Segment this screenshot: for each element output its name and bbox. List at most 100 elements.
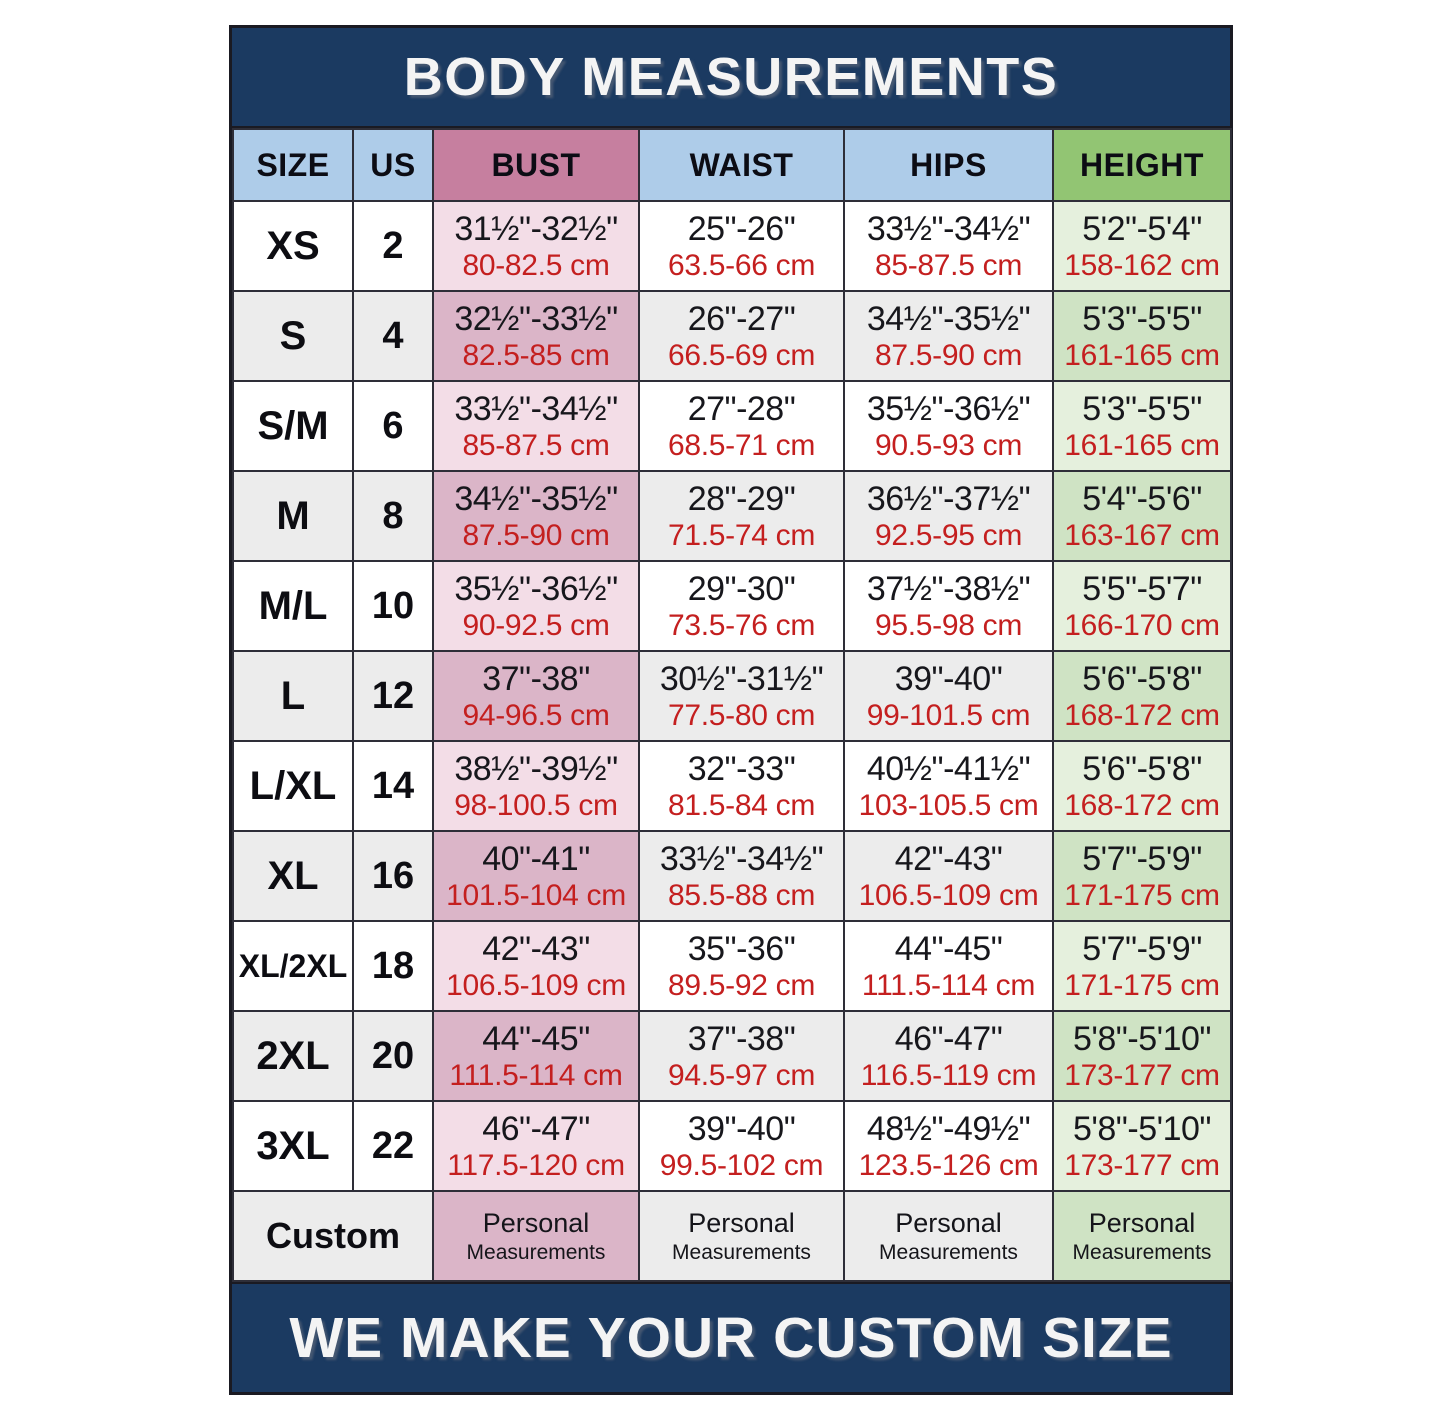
waist-cell: 28"-29" 71.5-74 cm: [638, 470, 845, 562]
height-cm-value: 161-165 cm: [1064, 338, 1220, 372]
hips-cell: 42"-43" 106.5-109 cm: [843, 830, 1054, 922]
waist-cell: 29"-30" 73.5-76 cm: [638, 560, 845, 652]
hips-inches-value: 46"-47": [894, 1019, 1003, 1058]
us-size-cell: 12: [352, 650, 434, 742]
size-cell: M: [232, 470, 354, 562]
size-cell: 2XL: [232, 1010, 354, 1102]
waist-inches-value: 30½"-31½": [659, 659, 824, 698]
waist-cm-value: 81.5-84 cm: [667, 788, 816, 822]
column-header-hips: HIPS: [843, 128, 1054, 202]
bust-cell: 33½"-34½" 85-87.5 cm: [432, 380, 640, 472]
height-inches-value: 5'3"-5'5": [1082, 389, 1202, 428]
bust-inches-value: 35½"-36½": [454, 569, 618, 608]
waist-inches-value: 27"-28": [687, 389, 796, 428]
height-inches-value: 5'2"-5'4": [1082, 209, 1202, 248]
title-bar: BODY MEASUREMENTS: [232, 28, 1230, 128]
height-inches-value: 5'6"-5'8": [1082, 659, 1202, 698]
bust-cm-value: 101.5-104 cm: [446, 878, 626, 912]
bust-inches-value: 44"-45": [482, 1019, 590, 1058]
measurements-table: SIZE US BUST WAIST HIPS HEIGHT XS 2 31½"…: [232, 128, 1232, 1282]
bust-cell: 46"-47" 117.5-120 cm: [432, 1100, 640, 1192]
height-inches-value: 5'6"-5'8": [1082, 749, 1202, 788]
height-cm-value: 173-177 cm: [1064, 1058, 1220, 1092]
bust-cell: 32½"-33½" 82.5-85 cm: [432, 290, 640, 382]
table-row: L 12 37"-38" 94-96.5 cm 30½"-31½" 77.5-8…: [232, 650, 1232, 742]
waist-inches-value: 26"-27": [687, 299, 796, 338]
bust-inches-value: 40"-41": [482, 839, 590, 878]
table-row: S/M 6 33½"-34½" 85-87.5 cm 27"-28" 68.5-…: [232, 380, 1232, 472]
column-header-waist: WAIST: [638, 128, 845, 202]
custom-hips-cell: Personal Measurements: [843, 1190, 1054, 1282]
table-row: XL 16 40"-41" 101.5-104 cm 33½"-34½" 85.…: [232, 830, 1232, 922]
waist-cm-value: 66.5-69 cm: [667, 338, 816, 372]
waist-cm-value: 63.5-66 cm: [667, 248, 816, 282]
height-cm-value: 158-162 cm: [1064, 248, 1220, 282]
us-size-cell: 18: [352, 920, 434, 1012]
custom-height-cell: Personal Measurements: [1052, 1190, 1232, 1282]
us-size-cell: 16: [352, 830, 434, 922]
column-header-bust: BUST: [432, 128, 640, 202]
table-header-row: SIZE US BUST WAIST HIPS HEIGHT: [232, 128, 1232, 202]
size-cell: XS: [232, 200, 354, 292]
hips-cell: 46"-47" 116.5-119 cm: [843, 1010, 1054, 1102]
bust-inches-value: 37"-38": [482, 659, 590, 698]
table-row: XL/2XL 18 42"-43" 106.5-109 cm 35"-36" 8…: [232, 920, 1232, 1012]
size-cell: S/M: [232, 380, 354, 472]
height-cell: 5'6"-5'8" 168-172 cm: [1052, 740, 1232, 832]
hips-cell: 48½"-49½" 123.5-126 cm: [843, 1100, 1054, 1192]
waist-inches-value: 32"-33": [687, 749, 796, 788]
bust-inches-value: 33½"-34½": [454, 389, 618, 428]
custom-waist-cell: Personal Measurements: [638, 1190, 845, 1282]
us-size-cell: 8: [352, 470, 434, 562]
hips-inches-value: 48½"-49½": [866, 1109, 1031, 1148]
table-row: M 8 34½"-35½" 87.5-90 cm 28"-29" 71.5-74…: [232, 470, 1232, 562]
height-inches-value: 5'8"-5'10": [1073, 1109, 1212, 1148]
hips-cm-value: 123.5-126 cm: [858, 1148, 1039, 1182]
hips-cm-value: 90.5-93 cm: [874, 428, 1023, 462]
hips-inches-value: 39"-40": [894, 659, 1003, 698]
waist-cell: 27"-28" 68.5-71 cm: [638, 380, 845, 472]
height-cm-value: 168-172 cm: [1064, 788, 1220, 822]
bust-cm-value: 106.5-109 cm: [446, 968, 626, 1002]
bust-inches-value: 42"-43": [482, 929, 590, 968]
waist-inches-value: 37"-38": [687, 1019, 796, 1058]
column-header-us: US: [352, 128, 434, 202]
table-row: M/L 10 35½"-36½" 90-92.5 cm 29"-30" 73.5…: [232, 560, 1232, 652]
custom-size-cell: Custom: [232, 1190, 434, 1282]
height-cell: 5'7"-5'9" 171-175 cm: [1052, 920, 1232, 1012]
height-cell: 5'2"-5'4" 158-162 cm: [1052, 200, 1232, 292]
waist-inches-value: 29"-30": [687, 569, 796, 608]
waist-cm-value: 68.5-71 cm: [667, 428, 816, 462]
waist-cell: 26"-27" 66.5-69 cm: [638, 290, 845, 382]
height-inches-value: 5'4"-5'6": [1082, 479, 1202, 518]
hips-cm-value: 106.5-109 cm: [858, 878, 1039, 912]
height-inches-value: 5'5"-5'7": [1082, 569, 1202, 608]
us-size-cell: 4: [352, 290, 434, 382]
waist-cell: 32"-33" 81.5-84 cm: [638, 740, 845, 832]
hips-cm-value: 92.5-95 cm: [874, 518, 1023, 552]
hips-cell: 39"-40" 99-101.5 cm: [843, 650, 1054, 742]
bust-cell: 35½"-36½" 90-92.5 cm: [432, 560, 640, 652]
bust-cell: 37"-38" 94-96.5 cm: [432, 650, 640, 742]
height-cm-value: 161-165 cm: [1064, 428, 1220, 462]
bust-cell: 31½"-32½" 80-82.5 cm: [432, 200, 640, 292]
personal-label: Personal: [1088, 1207, 1196, 1238]
hips-cell: 35½"-36½" 90.5-93 cm: [843, 380, 1054, 472]
hips-cell: 37½"-38½" 95.5-98 cm: [843, 560, 1054, 652]
hips-cm-value: 103-105.5 cm: [858, 788, 1039, 822]
us-size-cell: 22: [352, 1100, 434, 1192]
hips-inches-value: 36½"-37½": [866, 479, 1031, 518]
height-cell: 5'6"-5'8" 168-172 cm: [1052, 650, 1232, 742]
waist-cell: 30½"-31½" 77.5-80 cm: [638, 650, 845, 742]
height-cell: 5'5"-5'7" 166-170 cm: [1052, 560, 1232, 652]
height-cm-value: 166-170 cm: [1064, 608, 1220, 642]
height-cell: 5'8"-5'10" 173-177 cm: [1052, 1100, 1232, 1192]
height-cm-value: 168-172 cm: [1064, 698, 1220, 732]
size-cell: M/L: [232, 560, 354, 652]
bust-cm-value: 111.5-114 cm: [449, 1058, 623, 1092]
table-row: L/XL 14 38½"-39½" 98-100.5 cm 32"-33" 81…: [232, 740, 1232, 832]
bust-cm-value: 80-82.5 cm: [462, 248, 610, 282]
waist-cm-value: 99.5-102 cm: [659, 1148, 824, 1182]
waist-inches-value: 35"-36": [687, 929, 796, 968]
size-chart: BODY MEASUREMENTS SIZE US BUST WAIST HIP…: [229, 25, 1233, 1395]
